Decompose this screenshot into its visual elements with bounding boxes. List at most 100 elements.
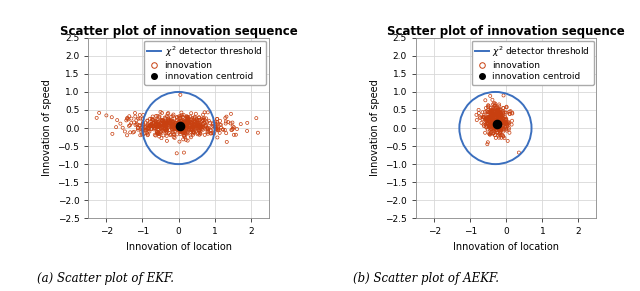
Point (194, 128, 204, 132)
Point (137, 132, 147, 137)
Point (158, 133, 168, 138)
Point (154, 123, 164, 127)
Point (148, 121, 159, 126)
Point (190, 119, 200, 124)
Point (198, 116, 208, 121)
Point (487, 120, 497, 124)
Point (170, 116, 180, 121)
Point (242, 129, 252, 133)
Point (236, 122, 246, 126)
Point (159, 115, 170, 120)
Point (148, 124, 159, 128)
Point (191, 120, 201, 125)
Point (481, 125, 492, 130)
Point (490, 123, 500, 127)
Point (168, 112, 179, 117)
Point (150, 118, 161, 123)
Point (500, 121, 510, 125)
Point (492, 119, 502, 123)
Point (181, 129, 191, 134)
Point (182, 123, 192, 128)
Point (492, 116, 502, 120)
Point (124, 117, 134, 122)
Point (170, 136, 180, 140)
Point (186, 120, 196, 125)
Point (492, 105, 502, 110)
Point (496, 111, 506, 116)
Point (490, 101, 500, 106)
Point (495, 117, 506, 121)
Point (493, 120, 504, 124)
Point (158, 129, 168, 133)
Point (498, 134, 508, 138)
Point (195, 125, 205, 130)
Point (508, 111, 518, 116)
Point (196, 125, 206, 129)
Point (138, 113, 148, 117)
Point (483, 115, 493, 120)
Point (188, 130, 198, 134)
Point (198, 122, 208, 126)
Point (183, 118, 193, 123)
Point (183, 116, 193, 121)
Point (157, 118, 167, 123)
Point (487, 119, 497, 124)
Point (143, 133, 153, 138)
Point (148, 118, 158, 123)
Point (186, 123, 196, 127)
Point (486, 120, 497, 125)
Point (504, 109, 515, 114)
Point (484, 123, 495, 128)
Point (191, 111, 201, 116)
Point (170, 132, 180, 137)
Point (495, 130, 505, 135)
Point (138, 127, 148, 132)
Point (189, 122, 200, 127)
Point (168, 124, 179, 129)
Point (178, 115, 188, 120)
Point (213, 126, 223, 131)
Point (514, 150, 524, 155)
Point (198, 118, 208, 122)
Point (499, 116, 509, 121)
Point (204, 126, 214, 130)
Point (140, 125, 150, 129)
Point (180, 121, 191, 125)
X-axis label: Innovation of location: Innovation of location (125, 242, 232, 252)
Point (157, 118, 167, 123)
Point (179, 133, 189, 138)
Point (201, 123, 211, 128)
Point (122, 116, 132, 121)
Point (122, 116, 132, 120)
Point (167, 124, 177, 129)
Point (492, 113, 502, 118)
Point (191, 125, 201, 130)
Point (486, 127, 497, 131)
Point (191, 124, 201, 129)
Point (481, 106, 491, 110)
Point (189, 123, 200, 127)
Point (133, 127, 143, 132)
Point (179, 127, 189, 132)
Point (172, 132, 182, 137)
Point (154, 115, 164, 120)
Point (163, 118, 173, 123)
Point (482, 118, 492, 123)
Point (186, 123, 196, 127)
Point (484, 115, 494, 120)
Point (175, 115, 186, 120)
Point (101, 113, 111, 118)
Point (495, 116, 505, 121)
Point (494, 113, 504, 117)
Point (189, 115, 200, 119)
Point (486, 131, 496, 136)
Point (489, 119, 499, 123)
Point (168, 120, 179, 124)
Point (161, 121, 171, 126)
Point (498, 121, 508, 126)
Point (149, 124, 159, 128)
Point (156, 120, 166, 125)
Point (173, 127, 183, 132)
Point (187, 127, 197, 132)
Point (487, 121, 497, 126)
